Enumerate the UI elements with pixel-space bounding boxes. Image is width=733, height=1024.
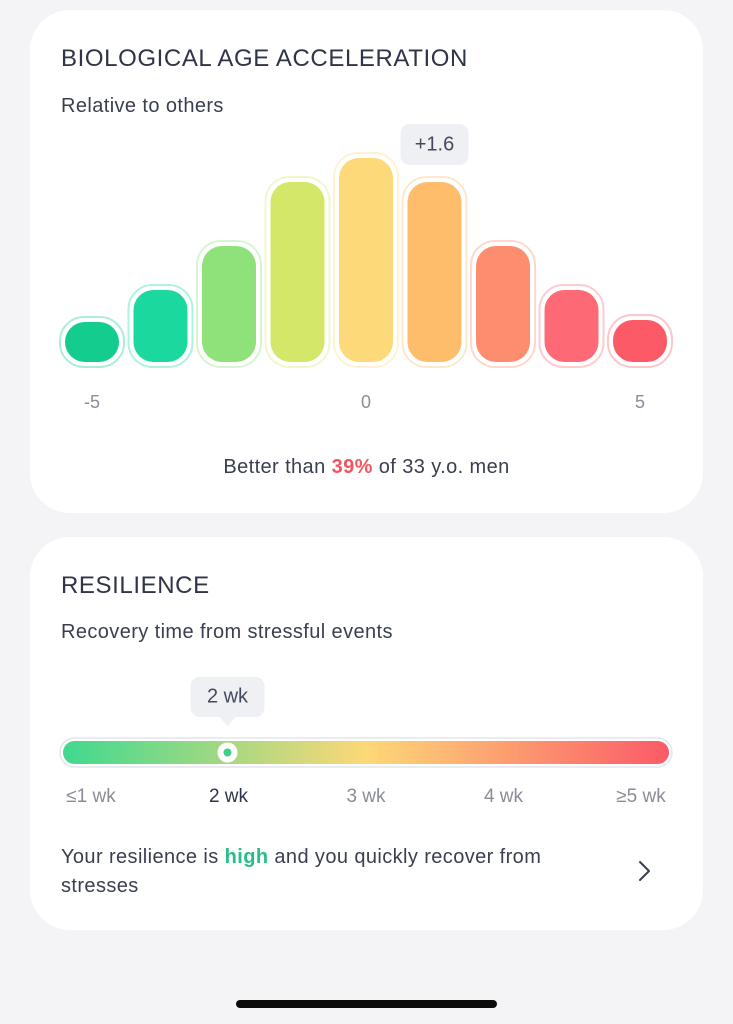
card-title: BIOLOGICAL AGE ACCELERATION bbox=[61, 45, 468, 72]
gauge-label: 3 wk bbox=[346, 786, 386, 807]
bar bbox=[407, 182, 462, 362]
card-subtitle: Recovery time from stressful events bbox=[61, 621, 393, 643]
chart-note: Better than 39% of 33 y.o. men bbox=[0, 456, 733, 479]
resilience-note: Your resilience is high and you quickly … bbox=[61, 843, 566, 901]
x-tick-label: 5 bbox=[635, 392, 645, 412]
x-tick-label: -5 bbox=[84, 392, 100, 412]
bar bbox=[65, 322, 119, 362]
bar bbox=[339, 158, 393, 362]
bar bbox=[544, 290, 599, 362]
gauge-bar bbox=[63, 741, 669, 764]
card-title: RESILIENCE bbox=[61, 572, 210, 599]
note-highlight: 39% bbox=[331, 456, 373, 478]
resilience-card[interactable] bbox=[30, 537, 703, 930]
gauge-label: ≤1 wk bbox=[66, 786, 116, 807]
callout-text: +1.6 bbox=[415, 133, 454, 155]
bar bbox=[270, 182, 325, 362]
gauge-label: 4 wk bbox=[484, 786, 524, 807]
gauge-label: ≥5 wk bbox=[616, 786, 666, 807]
callout-text: 2 wk bbox=[207, 685, 249, 707]
callout-box bbox=[400, 124, 469, 165]
bar bbox=[613, 320, 667, 362]
gauge-marker-dot bbox=[223, 748, 232, 757]
chevron[interactable] bbox=[639, 861, 650, 881]
note-text: Better than bbox=[223, 456, 326, 478]
note-text: of 33 y.o. men bbox=[378, 456, 510, 478]
note-highlight: high bbox=[224, 846, 269, 868]
bar bbox=[476, 246, 530, 362]
note-text: Your resilience is bbox=[61, 846, 219, 868]
x-tick-label: 0 bbox=[361, 392, 371, 412]
bar bbox=[202, 246, 256, 362]
gauge-label: 2 wk bbox=[209, 786, 249, 807]
home-indicator bbox=[236, 1000, 497, 1008]
callout-box bbox=[190, 677, 265, 726]
note-text: and you quickly recover from stresses bbox=[61, 846, 542, 897]
bar bbox=[133, 290, 188, 362]
card-subtitle: Relative to others bbox=[61, 95, 224, 117]
